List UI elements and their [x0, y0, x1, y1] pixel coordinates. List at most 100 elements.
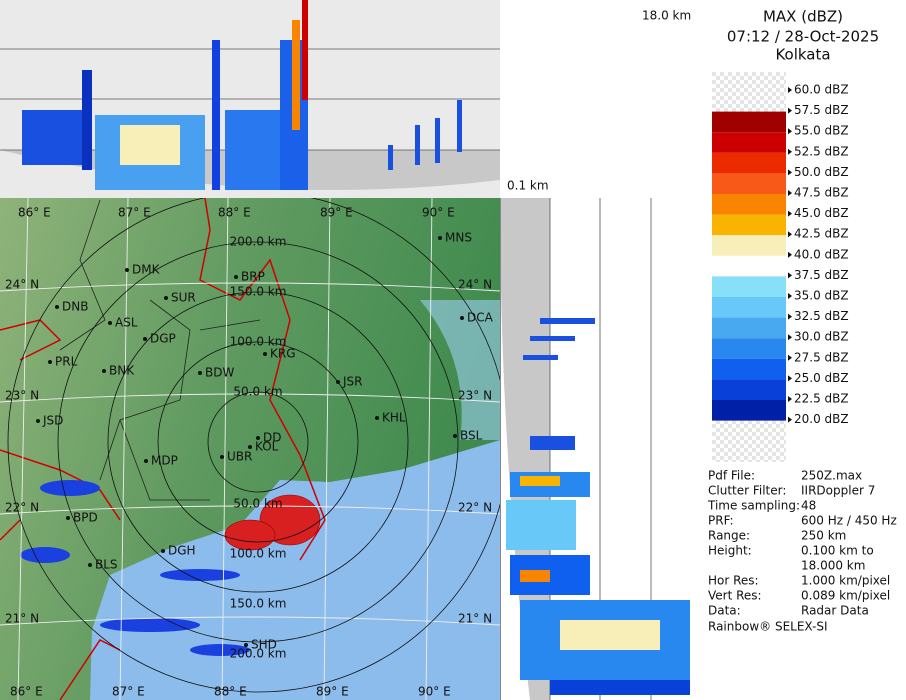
legend-tick	[788, 148, 792, 155]
legend-label: 52.5 dBZ	[794, 144, 849, 158]
city-dot	[460, 316, 464, 320]
city-label: KHL	[382, 411, 406, 425]
city-label: KOL	[255, 440, 279, 454]
latitude-label: 21° N	[458, 612, 492, 626]
legend-label: 22.5 dBZ	[794, 392, 849, 406]
info-value: 250Z.max	[801, 469, 862, 483]
city-dot	[198, 371, 202, 375]
legend-tick	[788, 107, 792, 114]
city-dot	[36, 419, 40, 423]
legend-tick	[788, 334, 792, 341]
latitude-label: 24° N	[5, 278, 39, 292]
legend-swatch	[712, 379, 786, 400]
city-dot	[144, 459, 148, 463]
city-label: BLS	[95, 558, 118, 572]
longitude-label: 90° E	[422, 206, 455, 220]
legend-swatch	[712, 317, 786, 339]
legend-tick	[788, 313, 792, 320]
scan-time: 07:12 / 28-Oct-2025	[727, 28, 879, 46]
city-label: DGH	[168, 544, 196, 558]
city-label: MDP	[151, 454, 178, 468]
info-label: Data:	[708, 604, 741, 618]
longitude-label: 86° E	[18, 206, 51, 220]
site-name: Kolkata	[775, 46, 830, 64]
city-dot	[164, 296, 168, 300]
legend-label: 60.0 dBZ	[794, 83, 849, 97]
legend-label: 27.5 dBZ	[794, 350, 849, 364]
legend-tick	[788, 190, 792, 196]
range-ring	[157, 341, 359, 543]
city-label: KRG	[270, 347, 296, 361]
legend-swatch	[712, 194, 786, 215]
city-label: BRP	[241, 270, 265, 284]
longitude-label: 86° E	[10, 685, 43, 699]
city-dot	[108, 321, 112, 325]
legend-label: 40.0 dBZ	[794, 247, 849, 261]
legend-tick	[788, 87, 792, 93]
legend-tick	[788, 169, 792, 176]
city-dot	[438, 236, 442, 240]
range-ring	[7, 198, 500, 693]
legend-tick	[788, 354, 792, 361]
latitude-label: 23° N	[5, 389, 39, 403]
info-label: Pdf File:	[708, 469, 755, 483]
city-dot	[143, 337, 147, 341]
legend-swatch	[712, 111, 786, 133]
longitude-label: 87° E	[112, 685, 145, 699]
legend-swatch	[712, 173, 786, 194]
longitude-line	[119, 198, 129, 700]
latitude-label: 24° N	[458, 278, 492, 292]
legend-tick	[788, 375, 792, 382]
legend-swatch	[712, 276, 786, 297]
top-height: 18.0 km	[642, 9, 691, 23]
latitude-line	[0, 393, 500, 403]
bottom-height: 0.1 km	[507, 179, 549, 193]
city-dot	[244, 643, 248, 647]
info-label: Range:	[708, 529, 750, 543]
legend-label: 57.5 dBZ	[794, 103, 849, 117]
legend-swatch	[712, 152, 786, 174]
info-value: IIRDoppler 7	[801, 484, 875, 498]
legend-swatch	[712, 214, 786, 236]
legend-tick	[788, 210, 792, 217]
info-value: 0.089 km/pixel	[801, 589, 890, 603]
info-label: Height:	[708, 544, 752, 558]
ring-label: 50.0 km	[233, 385, 282, 399]
city-label: UBR	[227, 450, 252, 464]
longitude-label: 89° E	[316, 685, 349, 699]
legend-swatch	[712, 400, 786, 421]
info-value: 18.000 km	[801, 559, 865, 573]
legend-label: 32.5 dBZ	[794, 309, 849, 323]
legend-swatch	[712, 297, 786, 318]
info-label: Hor Res:	[708, 574, 759, 588]
legend-label: 47.5 dBZ	[794, 186, 849, 200]
city-dot	[48, 360, 52, 364]
info-value: Radar Data	[801, 604, 869, 618]
legend-label: 20.0 dBZ	[794, 412, 849, 426]
profile-side-echoes	[506, 318, 690, 695]
longitude-line	[425, 198, 433, 700]
info-label: Clutter Filter:	[708, 484, 786, 498]
city-label: PRL	[55, 355, 78, 369]
city-label: DCA	[467, 311, 494, 325]
legend-swatch	[712, 358, 786, 380]
range-ring	[107, 291, 409, 593]
ring-label: 100.0 km	[230, 335, 287, 349]
city-dot	[102, 369, 106, 373]
legend-tick	[788, 128, 792, 135]
legend-swatch	[712, 235, 786, 256]
legend-label: 45.0 dBZ	[794, 206, 849, 220]
city-label: SUR	[171, 291, 196, 305]
city-label: DGP	[150, 332, 176, 346]
city-dot	[220, 455, 224, 459]
profile-echoes	[22, 0, 462, 190]
city-label: BSL	[460, 429, 483, 443]
latitude-label: 22° N	[5, 501, 39, 515]
city-dot	[336, 380, 340, 384]
city-dot	[453, 434, 457, 438]
latitude-line	[0, 616, 500, 626]
city-dot	[161, 549, 165, 553]
legend-tick	[788, 293, 792, 299]
longitude-label: 89° E	[320, 206, 353, 220]
legend-label: 25.0 dBZ	[794, 371, 849, 385]
